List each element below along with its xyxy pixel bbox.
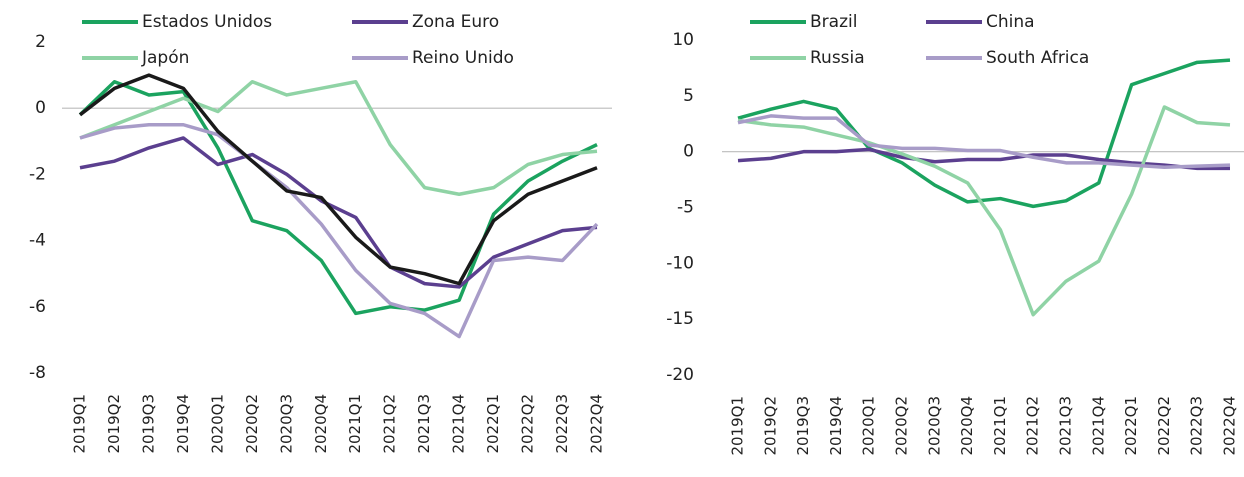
x-tick-label: 2019Q2 xyxy=(761,396,779,456)
x-tick-label: 2022Q1 xyxy=(484,394,502,454)
x-tick-label: 2021Q2 xyxy=(1024,396,1042,456)
x-tick-label: 2020Q4 xyxy=(958,396,976,456)
x-tick-label: 2019Q4 xyxy=(827,396,845,456)
x-tick-label: 2022Q2 xyxy=(519,394,537,454)
x-tick-label: 2021Q2 xyxy=(381,394,399,454)
x-tick-label: 2020Q4 xyxy=(312,394,330,454)
y-tick-label: 5 xyxy=(683,86,694,106)
x-tick-label: 2022Q4 xyxy=(588,394,606,454)
y-tick-label: -4 xyxy=(29,231,46,251)
y-tick-label: 10 xyxy=(672,30,694,50)
x-tick-label: 2019Q1 xyxy=(729,396,747,456)
x-tick-label: 2019Q3 xyxy=(794,396,812,456)
legend-label: Estados Unidos xyxy=(142,12,272,32)
x-tick-label: 2021Q4 xyxy=(1089,396,1107,456)
x-tick-label: 2022Q3 xyxy=(1188,396,1206,456)
series-line xyxy=(78,79,598,316)
y-tick-label: 0 xyxy=(683,142,694,162)
x-tick-label: 2021Q3 xyxy=(415,394,433,454)
x-tick-label: 2022Q4 xyxy=(1221,396,1239,456)
x-tick-label: 2019Q2 xyxy=(105,394,123,454)
x-tick-label: 2021Q3 xyxy=(1057,396,1075,456)
y-tick-label: -2 xyxy=(29,164,46,184)
x-tick-label: 2019Q1 xyxy=(71,394,89,454)
legend-label: Brazil xyxy=(810,12,857,32)
series-line xyxy=(79,136,598,289)
y-tick-label: -15 xyxy=(666,309,694,329)
series-line xyxy=(79,79,598,197)
series-line xyxy=(737,105,1231,317)
y-tick-label: 0 xyxy=(35,98,46,118)
legend-label: Zona Euro xyxy=(412,12,499,32)
legend-label: Japón xyxy=(141,48,189,68)
y-tick-label: -10 xyxy=(666,253,694,273)
series-line xyxy=(737,147,1230,171)
x-tick-label: 2021Q4 xyxy=(450,394,468,454)
series-line xyxy=(79,123,599,339)
series-line xyxy=(737,58,1231,209)
x-tick-label: 2020Q2 xyxy=(243,394,261,454)
x-tick-label: 2022Q3 xyxy=(553,394,571,454)
legend-label: Reino Unido xyxy=(412,48,514,68)
x-tick-label: 2020Q1 xyxy=(208,394,226,454)
x-tick-label: 2020Q2 xyxy=(893,396,911,456)
y-tick-label: -6 xyxy=(29,297,46,317)
legend-label: Russia xyxy=(810,48,865,68)
x-tick-label: 2022Q2 xyxy=(1155,396,1173,456)
x-tick-label: 2020Q3 xyxy=(277,394,295,454)
legend-label: China xyxy=(986,12,1035,32)
x-tick-label: 2019Q4 xyxy=(174,394,192,454)
series-line xyxy=(737,114,1231,170)
legend-label: South Africa xyxy=(986,48,1089,68)
x-tick-label: 2020Q3 xyxy=(925,396,943,456)
x-tick-label: 2021Q1 xyxy=(991,396,1009,456)
x-tick-label: 2022Q1 xyxy=(1122,396,1140,456)
series-line xyxy=(78,73,598,286)
x-tick-label: 2019Q3 xyxy=(139,394,157,454)
y-tick-label: 2 xyxy=(35,32,46,52)
y-tick-label: -20 xyxy=(666,365,694,385)
y-tick-label: -5 xyxy=(677,198,694,218)
y-tick-label: -8 xyxy=(29,363,46,383)
x-tick-label: 2021Q1 xyxy=(346,394,364,454)
x-tick-label: 2020Q1 xyxy=(860,396,878,456)
